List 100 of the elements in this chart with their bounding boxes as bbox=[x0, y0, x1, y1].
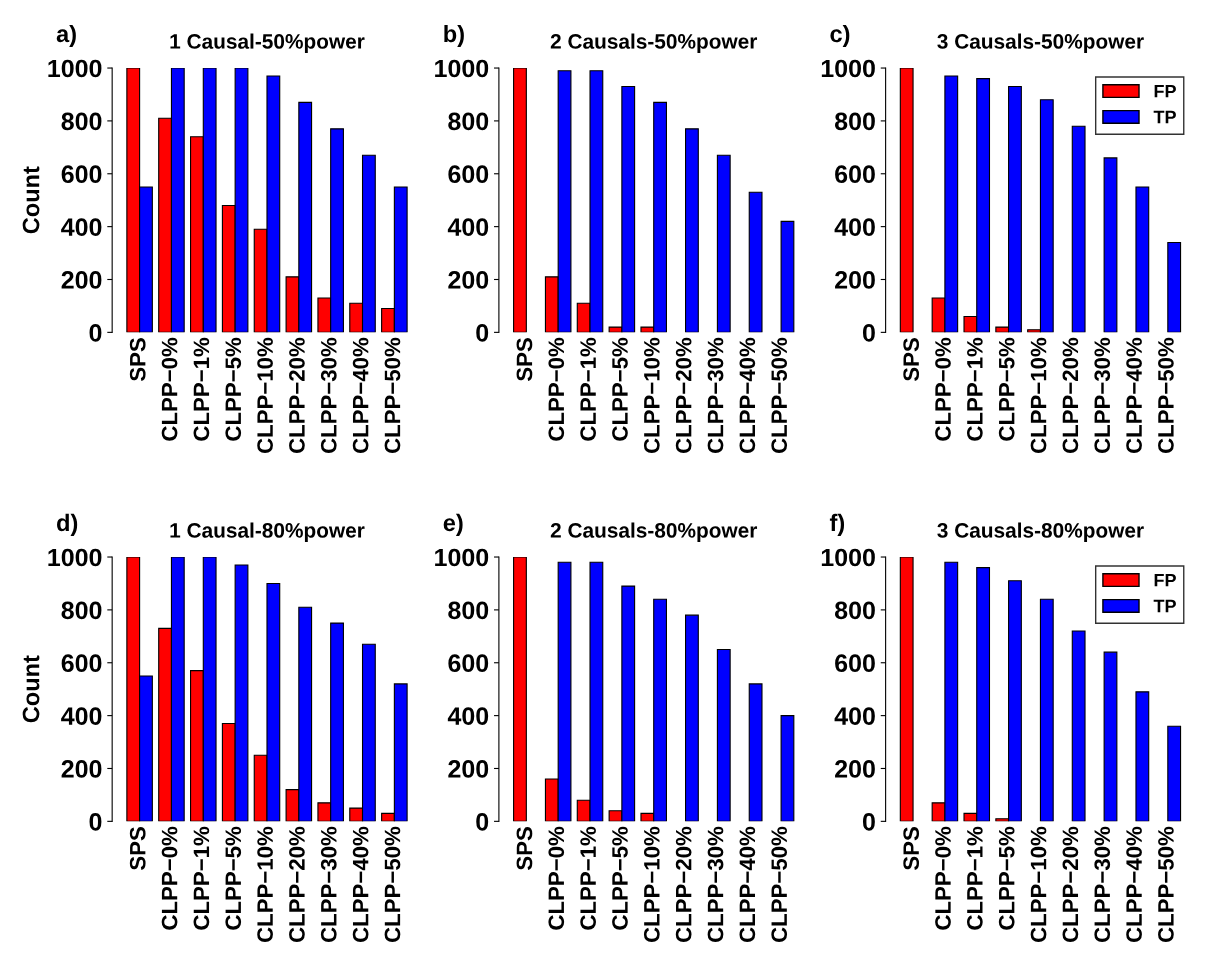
text: a) bbox=[56, 24, 76, 47]
bar bbox=[1167, 725, 1182, 822]
x-tick-label: CLPP−30% bbox=[707, 826, 724, 943]
x-tick-label: CLPP−50% bbox=[771, 337, 788, 454]
y-axis-title: Count bbox=[22, 166, 40, 234]
bar bbox=[1167, 241, 1182, 333]
x-tick-label: CLPP−10% bbox=[257, 337, 273, 454]
y-tick-label: 600 bbox=[61, 654, 102, 673]
x-tick-label: CLPP−0% bbox=[548, 337, 565, 441]
x-tick-label: CLPP−5% bbox=[612, 826, 628, 930]
x-tick-label: CLPP−30% bbox=[320, 337, 337, 454]
x-tick-label: CLPP−40% bbox=[1126, 826, 1142, 943]
x-tick-label: CLPP−5% bbox=[998, 337, 1015, 441]
y-tick-label: 1000 bbox=[48, 59, 102, 78]
x-tick-label: CLPP−50% bbox=[384, 826, 401, 943]
y-tick-label: 800 bbox=[61, 601, 102, 620]
y-tick-label: 600 bbox=[835, 165, 875, 184]
y-tick-label: 0 bbox=[89, 323, 102, 342]
y-tick-label: 600 bbox=[448, 654, 489, 673]
y-axis-title: Count bbox=[22, 655, 40, 723]
y-tick-label: 0 bbox=[476, 812, 489, 831]
bar bbox=[899, 68, 914, 333]
x-tick-label: CLPP−30% bbox=[707, 337, 724, 454]
bar bbox=[685, 128, 699, 333]
y-tick-label: 600 bbox=[448, 165, 489, 184]
x-tick-label: CLPP−5% bbox=[225, 826, 242, 930]
x-tick-label: CLPP−40% bbox=[352, 826, 369, 943]
y-tick-label: 600 bbox=[835, 654, 875, 673]
x-tick-label: CLPP−10% bbox=[643, 337, 660, 454]
y-tick-label: 200 bbox=[61, 760, 102, 778]
x-tick-label: CLPP−20% bbox=[1062, 337, 1079, 454]
y-tick-label: 0 bbox=[862, 812, 875, 831]
y-tick-label: 1000 bbox=[435, 548, 489, 567]
bar bbox=[513, 68, 527, 333]
bar bbox=[780, 220, 795, 333]
x-tick-label: SPS bbox=[903, 827, 920, 871]
text: b) bbox=[444, 24, 464, 47]
x-tick-label: CLPP−0% bbox=[161, 826, 178, 930]
y-tick-label: 400 bbox=[447, 218, 489, 236]
bar bbox=[748, 683, 763, 822]
x-tick-label: CLPP−5% bbox=[225, 337, 242, 441]
y-tick-label: 200 bbox=[448, 271, 489, 289]
chart-title: 3 Causals-80%power bbox=[937, 522, 1144, 542]
y-tick-label: 800 bbox=[834, 112, 875, 131]
x-tick-label: SPS bbox=[516, 338, 533, 382]
x-tick-label: CLPP−30% bbox=[1094, 337, 1111, 454]
x-tick-label: CLPP−0% bbox=[935, 826, 951, 930]
bar bbox=[716, 154, 731, 333]
x-tick-label: CLPP−30% bbox=[320, 826, 337, 943]
x-tick-label: CLPP−1% bbox=[580, 826, 596, 930]
y-tick-label: 400 bbox=[834, 707, 875, 725]
chart-title: 1 Causal-80%power bbox=[170, 522, 365, 542]
x-tick-label: SPS bbox=[903, 338, 920, 382]
y-tick-label: 600 bbox=[61, 165, 102, 184]
text: c) bbox=[830, 24, 850, 47]
x-tick-label: CLPP−40% bbox=[1126, 337, 1142, 454]
bar bbox=[899, 557, 914, 822]
y-tick-label: 200 bbox=[835, 271, 875, 289]
y-tick-label: 400 bbox=[447, 707, 489, 725]
legend-label: TP bbox=[1153, 599, 1176, 613]
bar bbox=[1103, 157, 1118, 333]
x-tick-label: CLPP−5% bbox=[612, 337, 628, 441]
x-tick-label: SPS bbox=[129, 827, 146, 871]
bar bbox=[1071, 125, 1086, 333]
legend-label: TP bbox=[1153, 110, 1176, 124]
y-tick-label: 200 bbox=[448, 760, 489, 778]
x-tick-label: CLPP−50% bbox=[771, 826, 788, 943]
x-tick-label: SPS bbox=[129, 338, 146, 382]
x-tick-label: CLPP−40% bbox=[352, 337, 369, 454]
y-tick-label: 0 bbox=[89, 812, 102, 831]
x-tick-label: CLPP−10% bbox=[257, 826, 273, 943]
y-tick-label: 800 bbox=[448, 601, 489, 620]
x-tick-label: CLPP−50% bbox=[384, 337, 401, 454]
x-tick-label: CLPP−20% bbox=[675, 826, 692, 943]
y-tick-label: 200 bbox=[61, 271, 102, 289]
x-tick-label: SPS bbox=[516, 827, 533, 871]
y-tick-label: 800 bbox=[834, 601, 875, 620]
x-tick-label: CLPP−1% bbox=[966, 826, 983, 930]
x-tick-label: CLPP−20% bbox=[289, 826, 305, 943]
x-tick-label: CLPP−1% bbox=[193, 826, 210, 930]
x-tick-label: CLPP−0% bbox=[161, 337, 178, 441]
x-tick-label: CLPP−1% bbox=[966, 337, 983, 441]
y-tick-label: 0 bbox=[476, 323, 489, 342]
x-tick-label: CLPP−50% bbox=[1158, 337, 1174, 454]
chart-title: 1 Causal-50%power bbox=[170, 33, 365, 53]
y-tick-label: 1000 bbox=[48, 548, 102, 567]
text: f) bbox=[829, 513, 845, 536]
chart-title: 2 Causals-80%power bbox=[550, 522, 758, 542]
y-tick-label: 1000 bbox=[821, 59, 875, 78]
y-tick-label: 800 bbox=[61, 112, 102, 131]
x-tick-label: CLPP−0% bbox=[935, 337, 951, 441]
bar bbox=[1039, 598, 1054, 822]
x-tick-label: CLPP−30% bbox=[1094, 826, 1111, 943]
x-tick-label: CLPP−5% bbox=[998, 826, 1015, 930]
legend-label: FP bbox=[1154, 84, 1176, 98]
bar bbox=[1103, 651, 1118, 822]
bar bbox=[1071, 630, 1086, 822]
x-tick-label: CLPP−10% bbox=[1030, 826, 1047, 943]
bar bbox=[685, 614, 699, 822]
y-tick-label: 800 bbox=[448, 112, 489, 131]
